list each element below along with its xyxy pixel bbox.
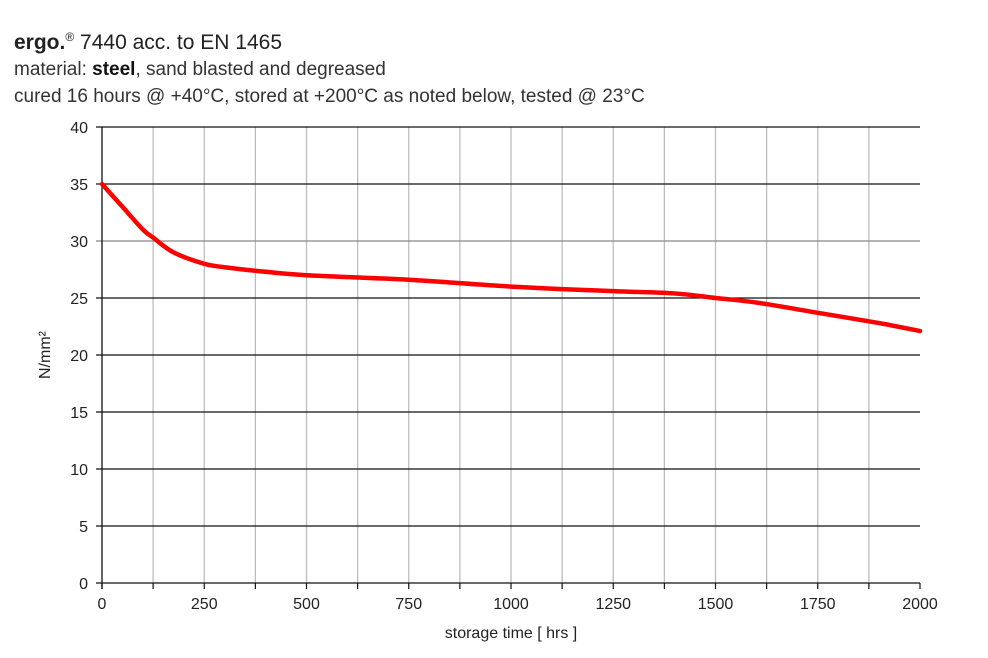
x-tick-label: 1750	[800, 596, 836, 613]
y-axis-label: N/mm²	[37, 330, 54, 379]
x-tick-label: 2000	[902, 596, 938, 613]
conditions-line: cured 16 hours @ +40°C, stored at +200°C…	[14, 86, 645, 107]
material-line: material: steel, sand blasted and degrea…	[14, 56, 645, 83]
y-tick-label: 15	[70, 405, 88, 422]
grid	[96, 126, 920, 583]
chart-title: ergo.® 7440 acc. to EN 1465	[14, 24, 645, 56]
axes: 0 5 10 15 20 25 30 35 40 0 250 500 750 1000 1250 1500 17…	[70, 120, 938, 613]
y-tick-label: 10	[70, 462, 88, 479]
product-number: 7440	[80, 31, 127, 54]
y-tick-label: 20	[70, 348, 88, 365]
x-tick-label: 0	[98, 596, 107, 613]
brand-name: ergo.	[14, 31, 66, 54]
registered-mark: ®	[65, 30, 75, 44]
x-tick-label: 250	[191, 596, 218, 613]
y-tick-label: 25	[70, 291, 88, 308]
series-line	[99, 181, 923, 334]
material-name: steel	[92, 59, 136, 80]
material-rest: , sand blasted and degreased	[135, 59, 386, 80]
x-tick-label: 750	[395, 596, 422, 613]
chart-header: ergo.® 7440 acc. to EN 1465 material: st…	[14, 24, 645, 110]
y-tick-label: 30	[70, 234, 88, 251]
y-tick-label: 40	[70, 120, 88, 137]
y-tick-label: 35	[70, 177, 88, 194]
y-tick-label: 5	[79, 519, 88, 536]
title-rest: acc. to EN 1465	[126, 31, 283, 54]
material-prefix: material:	[14, 59, 93, 80]
x-tick-label: 1250	[595, 596, 631, 613]
x-tick-label: 500	[293, 596, 320, 613]
x-axis-label: storage time [ hrs ]	[445, 625, 578, 642]
x-tick-label: 1000	[493, 596, 529, 613]
y-tick-label: 0	[79, 576, 88, 593]
x-tick-label: 1500	[698, 596, 734, 613]
